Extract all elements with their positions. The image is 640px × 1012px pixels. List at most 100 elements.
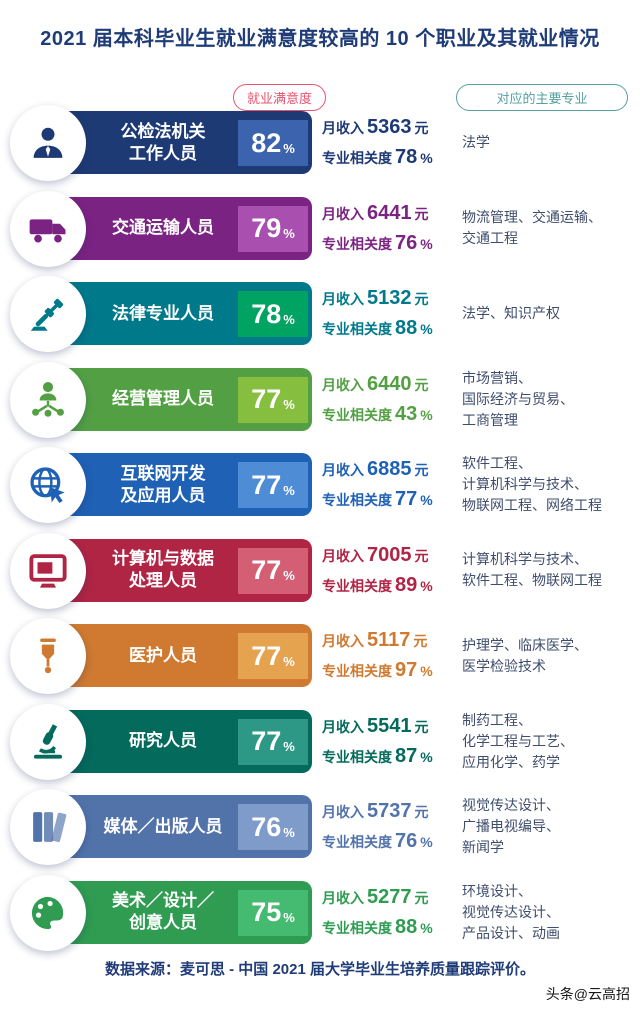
- income-value: 5117: [367, 629, 411, 652]
- percent-sign: %: [283, 311, 295, 327]
- job-title: 研究人员: [129, 731, 197, 751]
- majors-text: 环境设计、 视觉传达设计、 产品设计、动画: [462, 882, 560, 941]
- page-title: 2021 届本科毕业生就业满意度较高的 10 个职业及其就业情况: [40, 28, 600, 50]
- job-icon-circle: [10, 789, 86, 865]
- percent-sign: %: [283, 482, 295, 498]
- judge-icon: [27, 122, 69, 164]
- job-icon-circle: [10, 105, 86, 181]
- relevance-value: 97: [395, 659, 418, 682]
- income-line: 月收入 5363 元: [322, 116, 429, 139]
- relevance-value: 43: [395, 402, 418, 425]
- relevance-value: 76: [395, 231, 418, 254]
- income-line: 月收入 5737 元: [322, 800, 429, 823]
- satisfaction-badge: 77 %: [238, 376, 308, 423]
- employment-stats: 月收入 6440 元 专业相关度 43 %: [322, 357, 433, 443]
- majors-text: 软件工程、 计算机科学与技术、 物联网工程、网络工程: [462, 455, 602, 514]
- job-icon-circle: [10, 703, 86, 780]
- job-title: 媒体／出版人员: [103, 816, 223, 836]
- data-source-note: 数据来源：麦可思 - 中国 2021 届大学毕业生培养质量跟踪评价。: [104, 961, 536, 978]
- income-line: 月收入 6440 元: [322, 372, 429, 395]
- income-line: 月收入 5541 元: [322, 714, 429, 737]
- satisfaction-badge: 82 %: [238, 120, 308, 166]
- relevance-line: 专业相关度 87 %: [322, 744, 433, 767]
- job-title: 经营管理人员: [112, 389, 214, 409]
- relevance-line: 专业相关度 88 %: [322, 915, 433, 938]
- satisfaction-value: 77: [251, 640, 282, 671]
- employment-stats: 月收入 6441 元 专业相关度 76 %: [322, 186, 433, 272]
- employment-stats: 月收入 5132 元 专业相关度 88 %: [322, 271, 433, 357]
- job-icon-circle: [10, 532, 86, 609]
- job-title: 交通运输人员: [112, 218, 214, 238]
- satisfaction-value: 77: [251, 469, 282, 500]
- income-value: 5277: [367, 885, 412, 908]
- job-title: 法律专业人员: [112, 303, 214, 323]
- satisfaction-value: 82: [251, 127, 282, 158]
- satisfaction-value: 76: [251, 811, 282, 842]
- relevance-value: 78: [395, 146, 418, 169]
- satisfaction-badge: 77 %: [238, 633, 308, 679]
- satisfaction-badge: 79 %: [238, 205, 308, 252]
- relevance-value: 88: [395, 915, 418, 938]
- org-manager-icon: [27, 379, 69, 421]
- watermark: 头条@云高招: [545, 986, 630, 1002]
- majors-text: 法学、知识产权: [462, 305, 560, 322]
- occupation-row: 经营管理人员 77 % 月收入 6440 元 专业相关度 43 % 市场营销、 …: [0, 357, 640, 443]
- satisfaction-badge: 78 %: [238, 291, 308, 337]
- books-icon: [27, 806, 69, 848]
- occupation-row: 美术／设计／ 创意人员 75 % 月收入 5277 元 专业相关度 88 % 环…: [0, 870, 640, 956]
- satisfaction-value: 77: [251, 726, 282, 756]
- majors-text: 市场营销、 国际经济与贸易、 工商管理: [462, 369, 574, 428]
- job-icon-circle: [10, 190, 86, 267]
- gavel-icon: [27, 293, 69, 335]
- palette-icon: [27, 892, 69, 934]
- microscope-icon: [27, 721, 69, 763]
- majors-text: 计算机科学与技术、 软件工程、物联网工程: [462, 551, 602, 589]
- satisfaction-value: 77: [251, 555, 282, 585]
- pill-satisfaction-label: 就业满意度: [233, 84, 326, 111]
- job-icon-circle: [10, 874, 86, 951]
- pill-majors-label: 对应的主要专业: [456, 84, 628, 111]
- occupation-row: 医护人员 77 % 月收入 5117 元 专业相关度 97 % 护理学、临床医学…: [0, 613, 640, 699]
- percent-sign: %: [283, 397, 295, 412]
- percent-sign: %: [283, 226, 295, 241]
- income-line: 月收入 7005 元: [322, 543, 429, 566]
- majors-text: 法学: [462, 134, 490, 151]
- percent-sign: %: [283, 140, 295, 156]
- income-value: 6441: [367, 201, 412, 224]
- relevance-value: 76: [395, 830, 418, 853]
- relevance-line: 专业相关度 78 %: [322, 146, 433, 169]
- job-title: 计算机与数据 处理人员: [112, 549, 214, 591]
- satisfaction-value: 79: [251, 213, 282, 243]
- income-line: 月收入 6441 元: [322, 201, 429, 224]
- relevance-line: 专业相关度 76 %: [322, 830, 433, 853]
- income-value: 5132: [367, 287, 412, 310]
- relevance-value: 89: [395, 573, 418, 596]
- job-icon-circle: [10, 361, 86, 438]
- relevance-line: 专业相关度 43 %: [322, 402, 433, 425]
- employment-stats: 月收入 5737 元 专业相关度 76 %: [322, 784, 433, 870]
- income-value: 7005: [367, 543, 412, 566]
- occupation-row: 法律专业人员 78 % 月收入 5132 元 专业相关度 88 % 法学、知识产…: [0, 271, 640, 357]
- income-value: 6885: [367, 458, 412, 481]
- satisfaction-value: 77: [251, 384, 282, 414]
- satisfaction-badge: 76 %: [238, 804, 308, 850]
- percent-sign: %: [283, 568, 295, 583]
- employment-stats: 月收入 6885 元 专业相关度 77 %: [322, 442, 433, 528]
- income-value: 5363: [367, 116, 412, 139]
- occupation-row: 互联网开发 及应用人员 77 % 月收入 6885 元 专业相关度 77 % 软…: [0, 442, 640, 528]
- income-value: 5541: [367, 714, 412, 737]
- income-line: 月收入 6885 元: [322, 458, 429, 481]
- job-title: 医护人员: [129, 645, 197, 665]
- percent-sign: %: [283, 910, 295, 925]
- income-line: 月收入 5277 元: [322, 885, 429, 908]
- satisfaction-badge: 77 %: [238, 718, 308, 765]
- occupation-row: 计算机与数据 处理人员 77 % 月收入 7005 元 专业相关度 89 % 计…: [0, 528, 640, 614]
- globe-cursor-icon: [27, 464, 69, 506]
- income-line: 月收入 5132 元: [322, 287, 429, 310]
- income-value: 5737: [367, 800, 412, 823]
- occupation-row: 媒体／出版人员 76 % 月收入 5737 元 专业相关度 76 % 视觉传达设…: [0, 784, 640, 870]
- majors-text: 物流管理、交通运输、 交通工程: [462, 209, 602, 247]
- employment-stats: 月收入 5363 元 专业相关度 78 %: [322, 100, 433, 186]
- occupation-row: 研究人员 77 % 月收入 5541 元 专业相关度 87 % 制药工程、 化学…: [0, 699, 640, 785]
- satisfaction-badge: 77 %: [238, 547, 308, 594]
